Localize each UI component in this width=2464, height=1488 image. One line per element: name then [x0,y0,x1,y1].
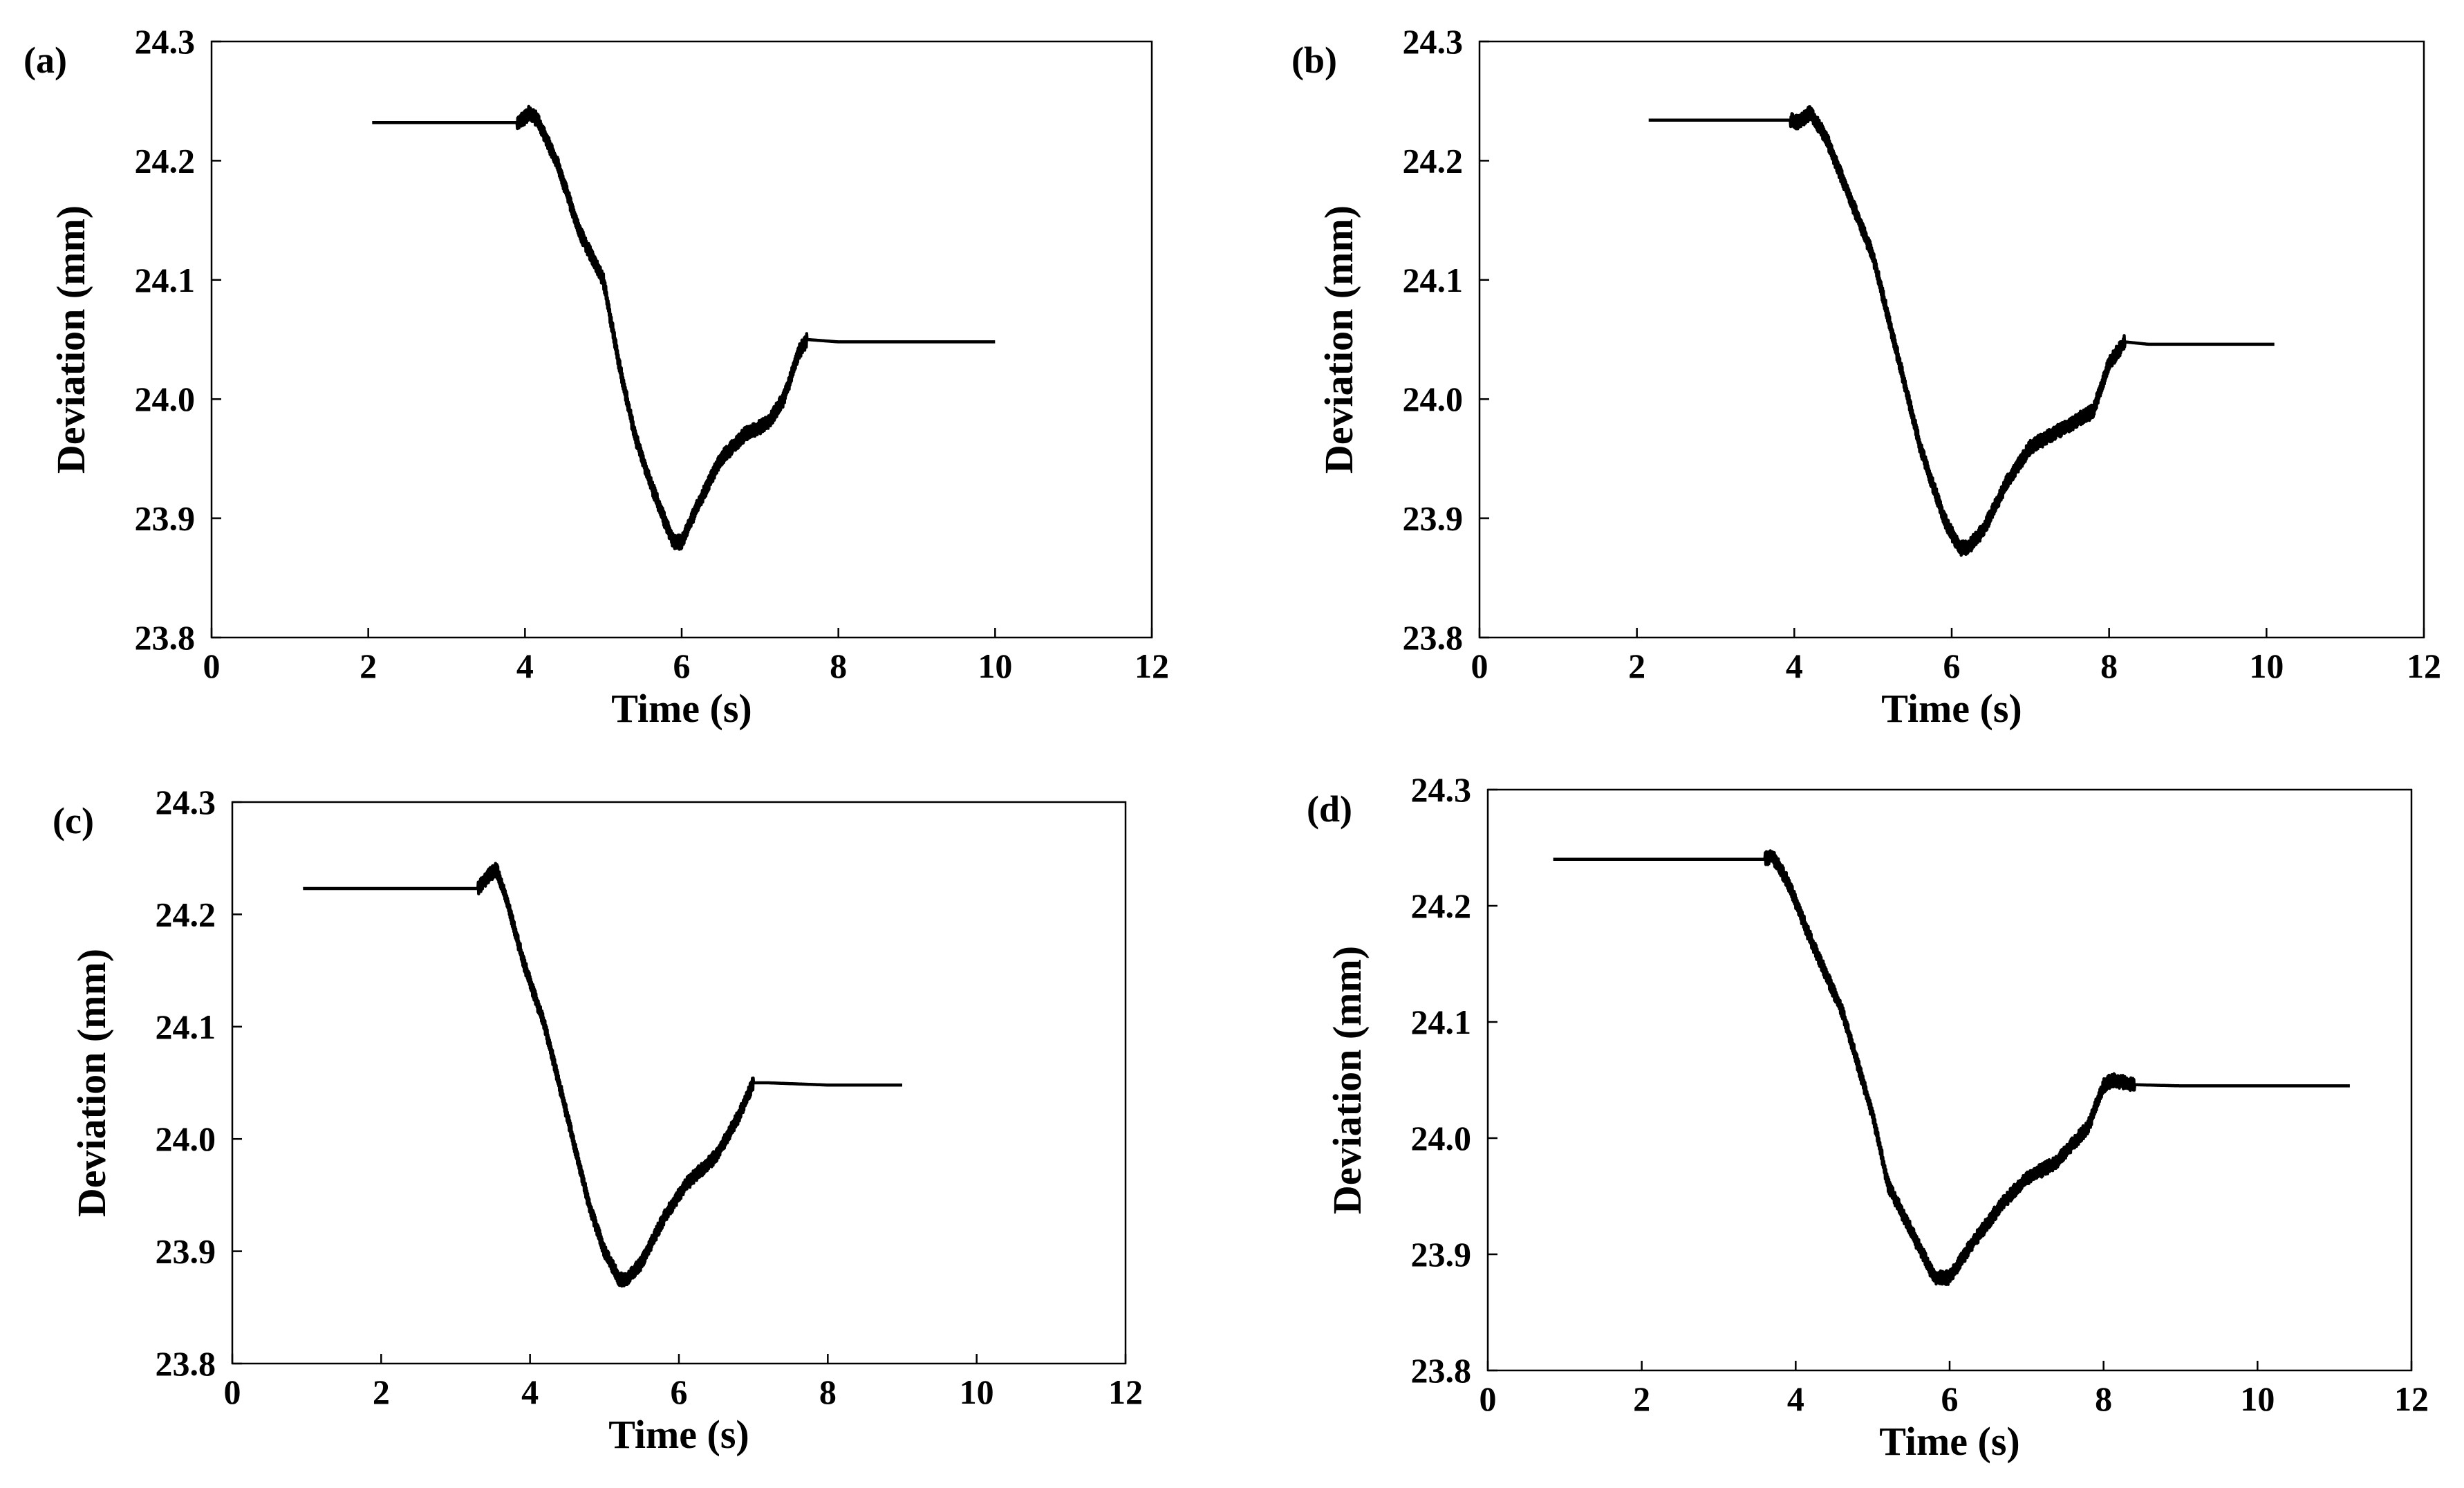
x-tick-label: 10 [2249,647,2284,685]
series-line [1552,849,2351,1286]
x-tick-label: 8 [2100,647,2118,685]
y-axis-title: Deviation (mm) [1325,946,1370,1214]
x-tick-label: 6 [671,1373,688,1411]
chart-panel-b: 0 2 4 6 8 10 12 23.8 23.9 24.0 24.1 24.2 24.3 Time (s… [1291,22,2441,731]
y-tick-label: 24.1 [1403,261,1464,299]
y-tick-label: 24.1 [1411,1003,1472,1041]
chart-panel-d: 0 2 4 6 8 10 12 23.8 23.9 24.0 24.1 24.2 24.3 Time (s… [1307,770,2429,1464]
x-tick-label: 2 [373,1373,390,1411]
x-axis-title: Time (s) [1879,1419,2020,1464]
x-tick-label: 4 [521,1373,539,1411]
x-tick-label: 2 [1633,1379,1650,1418]
y-tick-label: 24.2 [1403,141,1464,180]
y-tick-label: 23.9 [156,1232,216,1271]
x-tick-label: 6 [673,647,691,685]
x-tick-label: 8 [819,1373,837,1411]
x-tick-label: 0 [224,1373,241,1411]
series-line [1648,105,2276,557]
y-tick-label: 24.2 [135,141,196,180]
y-tick-label: 24.1 [135,261,196,299]
x-tick-label: 0 [1471,647,1488,685]
y-tick-label: 24.3 [156,783,216,821]
y-axis-title: Deviation (mm) [69,949,114,1217]
x-tick-label: 8 [830,647,847,685]
y-tick-label: 24.0 [1403,380,1464,418]
y-tick-label: 23.9 [1411,1235,1472,1274]
x-tick-label: 4 [516,647,534,685]
y-tick-label: 24.3 [1411,770,1472,809]
y-tick-label: 23.8 [1403,618,1464,657]
x-tick-label: 6 [1943,647,1961,685]
x-tick-label: 12 [1135,647,1169,685]
plot-frame [1478,40,2425,639]
x-tick-label: 6 [1941,1379,1959,1418]
x-tick-label: 8 [2095,1379,2112,1418]
x-tick-label: 10 [960,1373,994,1411]
x-axis-title: Time (s) [608,1412,749,1457]
y-tick-label: 24.3 [135,22,196,61]
panel-label: (c) [53,800,94,841]
chart-panel-c: 0 2 4 6 8 10 12 23.8 23.9 24.0 24.1 24.2 24.3 Time (s… [53,783,1143,1457]
plot-frame [231,801,1127,1365]
y-tick-label: 24.0 [135,380,196,418]
panel-label: (d) [1307,788,1352,830]
y-tick-label: 24.0 [156,1119,216,1158]
panel-label: (a) [24,39,67,81]
x-axis-title: Time (s) [611,686,752,731]
x-tick-label: 12 [1108,1373,1143,1411]
series-line [301,862,904,1288]
panel-label: (b) [1291,39,1337,81]
x-tick-label: 10 [978,647,1012,685]
y-tick-label: 23.8 [1411,1351,1472,1390]
y-tick-label: 24.2 [1411,886,1472,925]
chart-panel-a: 0 2 4 6 8 10 12 23.8 23.9 24.0 24.1 24.2 24.3 Time (s… [24,22,1169,731]
x-tick-label: 0 [203,647,221,685]
x-tick-label: 4 [1787,1379,1804,1418]
y-tick-label: 24.3 [1403,22,1464,61]
y-tick-label: 24.0 [1411,1119,1472,1157]
x-tick-label: 10 [2240,1379,2275,1418]
y-tick-label: 24.1 [156,1007,216,1046]
y-tick-label: 23.9 [135,499,196,538]
x-tick-label: 12 [2407,647,2441,685]
x-tick-label: 12 [2394,1379,2429,1418]
x-axis-title: Time (s) [1881,686,2022,731]
x-tick-label: 4 [1786,647,1803,685]
y-axis-title: Deviation (mm) [1316,205,1361,474]
x-tick-label: 2 [1628,647,1645,685]
x-tick-label: 2 [360,647,377,685]
series-line [371,104,997,551]
x-tick-label: 0 [1480,1379,1497,1418]
y-tick-label: 24.2 [156,895,216,933]
y-tick-label: 23.8 [135,618,196,657]
y-axis-title: Deviation (mm) [48,205,93,474]
y-tick-label: 23.8 [156,1344,216,1383]
y-tick-label: 23.9 [1403,499,1464,538]
